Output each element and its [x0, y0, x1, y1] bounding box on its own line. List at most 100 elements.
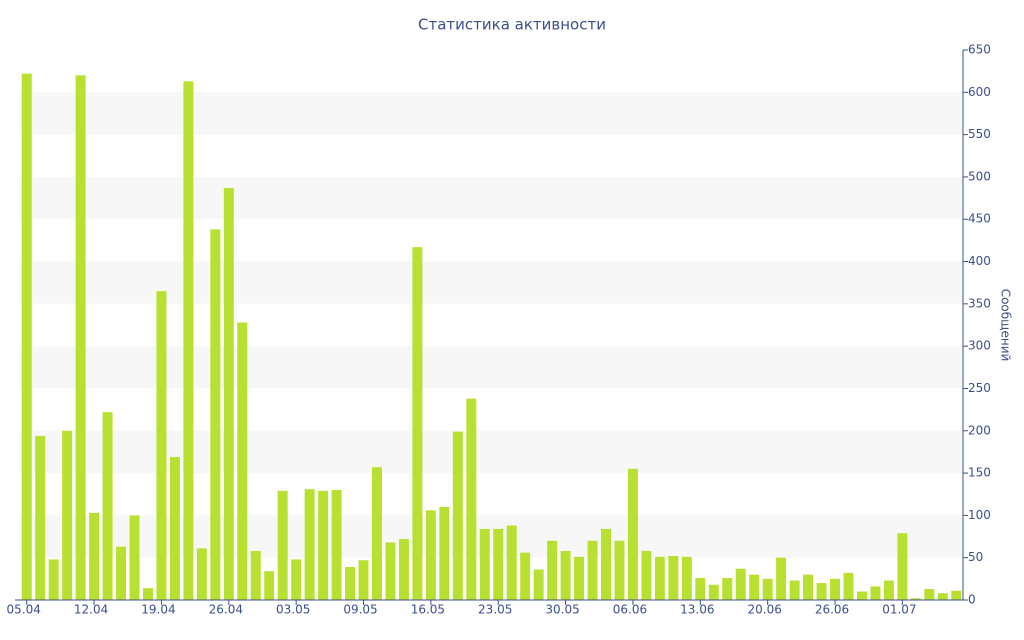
y-tick-label: 400	[968, 254, 991, 268]
y-tick-label: 0	[968, 593, 976, 607]
x-tick-label: 12.04	[74, 603, 108, 617]
bar	[142, 588, 153, 600]
bar	[749, 574, 760, 600]
y-tick-label: 650	[968, 43, 991, 57]
bar	[116, 546, 127, 600]
bar	[21, 73, 32, 600]
bar	[169, 457, 180, 600]
bar	[614, 540, 625, 600]
x-tick-label: 09.05	[343, 603, 377, 617]
bar	[479, 528, 490, 600]
bar	[331, 490, 342, 600]
x-tick-label: 20.06	[747, 603, 781, 617]
bar	[627, 468, 638, 600]
bar	[48, 559, 59, 600]
y-tick-label: 600	[968, 85, 991, 99]
bar	[35, 435, 46, 600]
bar	[789, 580, 800, 600]
bar	[951, 590, 962, 600]
bar	[412, 247, 423, 600]
bar	[668, 556, 679, 600]
x-tick-label: 01.07	[882, 603, 916, 617]
y-tick-label: 50	[968, 550, 983, 564]
y-tick-label: 500	[968, 169, 991, 183]
bar	[722, 578, 733, 600]
y-tick-label: 550	[968, 127, 991, 141]
bar	[223, 187, 234, 600]
bar	[910, 598, 921, 600]
bar	[250, 550, 261, 600]
bar	[264, 571, 275, 600]
bar	[237, 322, 248, 600]
bar	[937, 593, 948, 600]
y-tick-label: 200	[968, 423, 991, 437]
x-tick-label: 03.05	[276, 603, 310, 617]
y-tick-label: 300	[968, 339, 991, 353]
bar	[803, 574, 814, 600]
bar	[493, 528, 504, 600]
bar	[439, 506, 450, 600]
bar	[695, 578, 706, 600]
chart-title: Статистика активности	[418, 16, 606, 34]
x-tick-label: 26.04	[209, 603, 243, 617]
x-tick-label: 19.04	[141, 603, 175, 617]
bar	[560, 550, 571, 600]
bar	[466, 398, 477, 600]
bar	[843, 572, 854, 600]
bar	[856, 591, 867, 600]
bar	[574, 556, 585, 600]
x-tick-label: 23.05	[478, 603, 512, 617]
x-tick-label: 30.05	[545, 603, 579, 617]
bar	[89, 512, 100, 600]
bar	[372, 467, 382, 600]
bar	[816, 583, 827, 600]
bar	[385, 542, 396, 600]
grid-band	[20, 176, 963, 220]
bar	[196, 548, 207, 600]
bar	[520, 552, 531, 600]
x-tick-label: 06.06	[613, 603, 647, 617]
bar	[156, 291, 167, 600]
bar	[452, 431, 463, 600]
bar	[318, 490, 329, 600]
bar	[533, 569, 544, 600]
grid-band	[20, 261, 963, 304]
bar	[897, 533, 908, 600]
y-tick-label: 450	[968, 212, 991, 226]
y-tick-label: 250	[968, 381, 991, 395]
bar	[762, 578, 773, 600]
grid-band	[20, 346, 963, 389]
bar	[75, 75, 86, 600]
bar	[601, 528, 611, 600]
x-tick-label: 26.06	[815, 603, 849, 617]
bar	[102, 412, 113, 600]
x-tick-label: 05.04	[7, 603, 41, 617]
y-tick-label: 100	[968, 508, 991, 522]
bar	[654, 556, 665, 600]
bar	[398, 539, 409, 600]
x-tick-label: 16.05	[411, 603, 445, 617]
bar	[587, 540, 598, 600]
bar	[776, 557, 787, 600]
bar	[735, 568, 746, 600]
bar	[183, 81, 194, 601]
bar	[883, 580, 894, 600]
y-tick-label: 350	[968, 296, 991, 310]
bar	[708, 584, 719, 600]
bar	[277, 490, 288, 600]
bar	[681, 556, 692, 600]
bar	[830, 578, 841, 600]
bar	[547, 540, 558, 600]
bar	[425, 510, 436, 600]
bar	[291, 559, 302, 600]
bar	[62, 430, 73, 600]
y-tick-label: 150	[968, 466, 991, 480]
bar	[129, 515, 140, 600]
bar	[304, 489, 315, 600]
x-tick-label: 13.06	[680, 603, 714, 617]
y-axis-label: Сообщений	[999, 289, 1013, 362]
bar	[210, 229, 221, 600]
bar	[641, 550, 652, 600]
bar	[506, 525, 517, 600]
